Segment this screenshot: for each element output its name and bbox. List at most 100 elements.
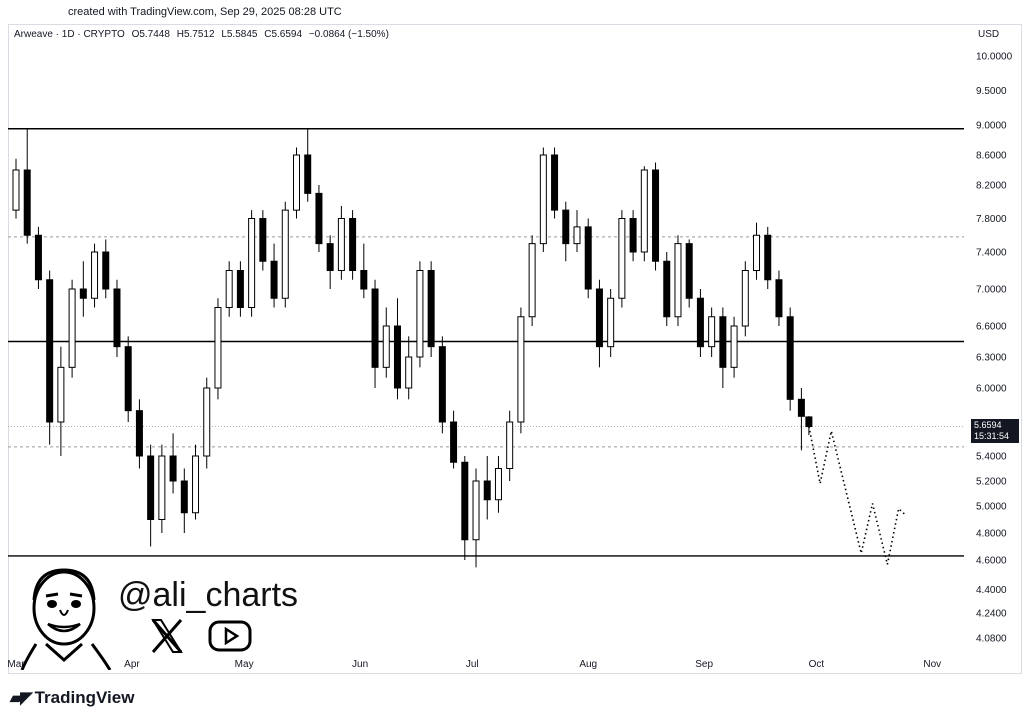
candle-body[interactable] (23, 169, 31, 236)
candle-body[interactable] (203, 387, 211, 457)
candle-body[interactable] (270, 260, 278, 299)
candle-body[interactable] (573, 226, 581, 245)
horizontal-levels (8, 128, 964, 557)
chart-frame (8, 24, 1022, 674)
candle-body[interactable] (214, 307, 222, 389)
candle-body[interactable] (696, 297, 704, 348)
price-chart[interactable]: 10.0000 9.5000 9.0000 8.6000 8.2000 7.8000 7.4… (8, 24, 1022, 674)
candle-body[interactable] (46, 279, 54, 423)
price-tick-label: 4.8000 (976, 529, 1007, 540)
candle-body[interactable] (797, 398, 805, 417)
price-tick-label: 8.2000 (976, 181, 1007, 192)
candle-body[interactable] (551, 154, 559, 211)
price-tick-label: 5.2000 (976, 477, 1007, 488)
price-tick-label: 5.4000 (976, 452, 1007, 463)
candle-body[interactable] (180, 480, 188, 514)
candle-body[interactable] (674, 243, 682, 318)
candle-body[interactable] (12, 169, 20, 211)
legend-symbol: Arweave · 1D · CRYPTO (14, 29, 125, 40)
tradingview-logo-icon: ▰◤ (10, 690, 33, 707)
candle-body[interactable] (158, 455, 166, 520)
candle-body[interactable] (438, 346, 446, 423)
brand-name: TradingView (34, 688, 135, 707)
candle-body[interactable] (337, 218, 345, 271)
price-tick-label: 4.6000 (976, 556, 1007, 567)
candle-body[interactable] (618, 218, 626, 299)
candle-body[interactable] (461, 461, 469, 541)
price-tick-label: 7.0000 (976, 285, 1007, 296)
candle-body[interactable] (483, 480, 491, 501)
time-tick-label: May (235, 659, 254, 670)
candle-body[interactable] (629, 218, 637, 253)
candle-body[interactable] (719, 316, 727, 368)
candle-body[interactable] (68, 288, 76, 368)
bar-countdown: 15:31:54 (974, 431, 1010, 441)
candle-body[interactable] (147, 455, 155, 520)
price-tick-label: 6.3000 (976, 353, 1007, 364)
candle-body[interactable] (91, 251, 99, 299)
tradingview-brand[interactable]: ▰◤ TradingView (10, 688, 134, 708)
candle-body[interactable] (225, 270, 233, 308)
candle-body[interactable] (584, 226, 592, 290)
candle-body[interactable] (741, 270, 749, 327)
candle-body[interactable] (685, 243, 693, 299)
candle-body[interactable] (506, 421, 514, 469)
candle-body[interactable] (730, 325, 738, 368)
candle-body[interactable] (517, 316, 525, 423)
time-axis: Mar Apr May Jun Jul Aug Sep Oct Nov (8, 659, 941, 670)
candles (12, 128, 813, 568)
candle-body[interactable] (764, 234, 772, 281)
candle-body[interactable] (494, 468, 502, 501)
candle-body[interactable] (562, 209, 570, 245)
candle-body[interactable] (113, 288, 121, 348)
candle-body[interactable] (539, 154, 547, 245)
candle-body[interactable] (805, 416, 813, 428)
candle-body[interactable] (360, 270, 368, 290)
youtube-icon[interactable] (208, 618, 252, 654)
price-tick-label: 7.8000 (976, 214, 1007, 225)
currency-label[interactable]: USD (978, 29, 1000, 40)
candle-body[interactable] (708, 316, 716, 348)
candle-body[interactable] (57, 366, 65, 423)
candle-body[interactable] (259, 218, 267, 262)
candle-body[interactable] (450, 421, 458, 463)
candle-body[interactable] (293, 154, 300, 211)
candle-body[interactable] (124, 346, 132, 412)
candle-body[interactable] (281, 209, 289, 299)
candle-body[interactable] (405, 356, 413, 389)
time-tick-label: Nov (923, 659, 941, 670)
price-tick-label: 6.0000 (976, 384, 1007, 395)
candle-body[interactable] (472, 480, 480, 541)
candle-body[interactable] (652, 169, 660, 262)
candle-body[interactable] (349, 218, 357, 271)
candle-body[interactable] (236, 270, 244, 308)
candle-body[interactable] (427, 270, 435, 348)
candle-body[interactable] (786, 316, 794, 400)
legend-close: C5.6594 (264, 29, 303, 40)
candle-body[interactable] (326, 243, 334, 271)
candle-body[interactable] (528, 243, 536, 318)
candle-body[interactable] (169, 455, 177, 482)
candle-body[interactable] (304, 154, 312, 194)
candle-body[interactable] (663, 260, 671, 318)
candle-body[interactable] (607, 297, 615, 348)
candle-body[interactable] (416, 270, 424, 358)
candle-body[interactable] (371, 288, 379, 368)
candle-body[interactable] (382, 325, 390, 368)
candle-body[interactable] (595, 288, 603, 348)
candle-body[interactable] (192, 455, 200, 514)
candle-body[interactable] (315, 192, 323, 245)
candle-body[interactable] (79, 288, 87, 299)
candle-body[interactable] (775, 279, 783, 318)
candle-body[interactable] (34, 234, 42, 281)
x-logo-icon[interactable] (150, 618, 184, 654)
symbol-legend: Arweave · 1D · CRYPTO O5.7448 H5.7512 L5… (14, 29, 393, 40)
candle-body[interactable] (753, 234, 761, 271)
price-tick-label: 4.4000 (976, 585, 1007, 596)
candle-body[interactable] (640, 169, 648, 253)
candle-body[interactable] (248, 218, 256, 308)
candle-body[interactable] (393, 325, 401, 389)
candle-body[interactable] (135, 410, 143, 457)
legend-low: L5.5845 (221, 29, 258, 40)
candle-body[interactable] (102, 251, 110, 290)
